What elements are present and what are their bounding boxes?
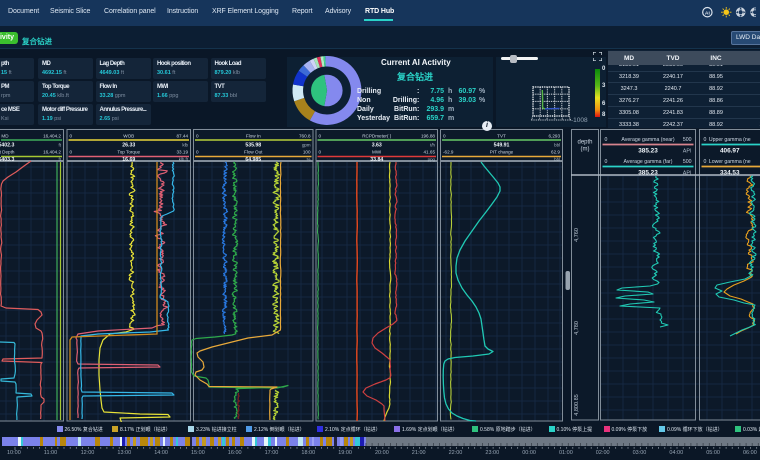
svg-text:334.53: 334.53: [720, 170, 740, 177]
svg-text:0: 0: [319, 134, 322, 139]
svg-text:RCPDmeter( ): RCPDmeter( ): [362, 134, 392, 139]
svg-text:Average gamma (far): Average gamma (far): [624, 159, 673, 165]
svg-text:15403.3: 15403.3: [0, 157, 14, 163]
svg-text:4,780: 4,780: [574, 321, 580, 335]
svg-text:ppg: ppg: [428, 157, 436, 162]
svg-text:406.97: 406.97: [720, 148, 740, 155]
svg-text:Lower gamma (ne: Lower gamma (ne: [709, 159, 751, 165]
svg-text:26.33: 26.33: [122, 143, 135, 149]
svg-text:385.23: 385.23: [638, 148, 658, 155]
svg-text:16.69: 16.69: [122, 157, 135, 163]
svg-text:535.98: 535.98: [245, 143, 261, 149]
svg-text:Flow Out: Flow Out: [244, 150, 263, 155]
svg-text:6,293: 6,293: [549, 134, 561, 139]
svg-text:4,760: 4,760: [574, 228, 580, 242]
svg-text:87.44: 87.44: [177, 134, 189, 139]
svg-text:16,404.2: 16,404.2: [43, 150, 61, 155]
svg-text:0: 0: [70, 150, 73, 155]
svg-text:500: 500: [683, 137, 692, 143]
svg-text:385.23: 385.23: [638, 170, 658, 177]
svg-text:0: 0: [319, 150, 322, 155]
svg-text:0: 0: [70, 134, 73, 139]
svg-text:gpm: gpm: [302, 143, 311, 148]
svg-text:0: 0: [704, 137, 707, 143]
svg-text:MD: MD: [1, 134, 9, 139]
svg-text:ft: ft: [59, 143, 62, 148]
svg-text:Average gamma (near): Average gamma (near): [621, 137, 675, 143]
svg-text:0: 0: [443, 134, 446, 139]
svg-text:Upper gamma (ne: Upper gamma (ne: [709, 137, 751, 143]
svg-text:3.63: 3.63: [372, 143, 382, 149]
svg-text:klb: klb: [182, 143, 188, 148]
svg-text:-62.9: -62.9: [443, 150, 454, 155]
svg-text:62.9: 62.9: [551, 150, 560, 155]
svg-text:PIT change: PIT change: [490, 150, 514, 155]
svg-text:AI: AI: [705, 10, 711, 16]
svg-text:Flow In: Flow In: [246, 134, 261, 139]
svg-text:500: 500: [683, 159, 692, 165]
svg-text:MWI: MWI: [372, 150, 381, 155]
svg-text:depth: depth: [577, 140, 592, 146]
svg-text:0: 0: [704, 159, 707, 165]
svg-text:(m): (m): [581, 147, 590, 153]
svg-text:760.8: 760.8: [299, 134, 311, 139]
svg-text:TVT: TVT: [497, 134, 506, 139]
svg-text:t/h: t/h: [430, 143, 435, 148]
svg-text:100: 100: [303, 150, 311, 155]
svg-text:15402.3: 15402.3: [0, 143, 14, 149]
svg-text:41.65: 41.65: [424, 150, 436, 155]
svg-text:4,800.85: 4,800.85: [574, 394, 580, 415]
svg-text:0: 0: [196, 150, 199, 155]
svg-text:0: 0: [605, 159, 608, 165]
svg-text:0: 0: [605, 137, 608, 143]
svg-text:Bit Depth: Bit Depth: [0, 150, 15, 155]
svg-text:33.19: 33.19: [177, 150, 189, 155]
svg-text:klb.ft: klb.ft: [179, 157, 189, 162]
svg-text:16,404.2: 16,404.2: [43, 134, 61, 139]
svg-text:WOB: WOB: [123, 134, 134, 139]
svg-text:bbl: bbl: [554, 157, 560, 162]
svg-text:bbl: bbl: [554, 143, 560, 148]
svg-text:33.84: 33.84: [370, 157, 383, 163]
svg-text:196.88: 196.88: [421, 134, 435, 139]
svg-text:ft: ft: [59, 157, 62, 162]
svg-text:API: API: [683, 149, 692, 155]
svg-text:0: 0: [196, 134, 199, 139]
svg-text:API: API: [683, 171, 692, 177]
svg-text:549.91: 549.91: [494, 143, 510, 149]
svg-text:64.985: 64.985: [245, 157, 261, 163]
svg-text:Top Torque: Top Torque: [117, 150, 140, 155]
svg-text:%: %: [307, 157, 311, 162]
